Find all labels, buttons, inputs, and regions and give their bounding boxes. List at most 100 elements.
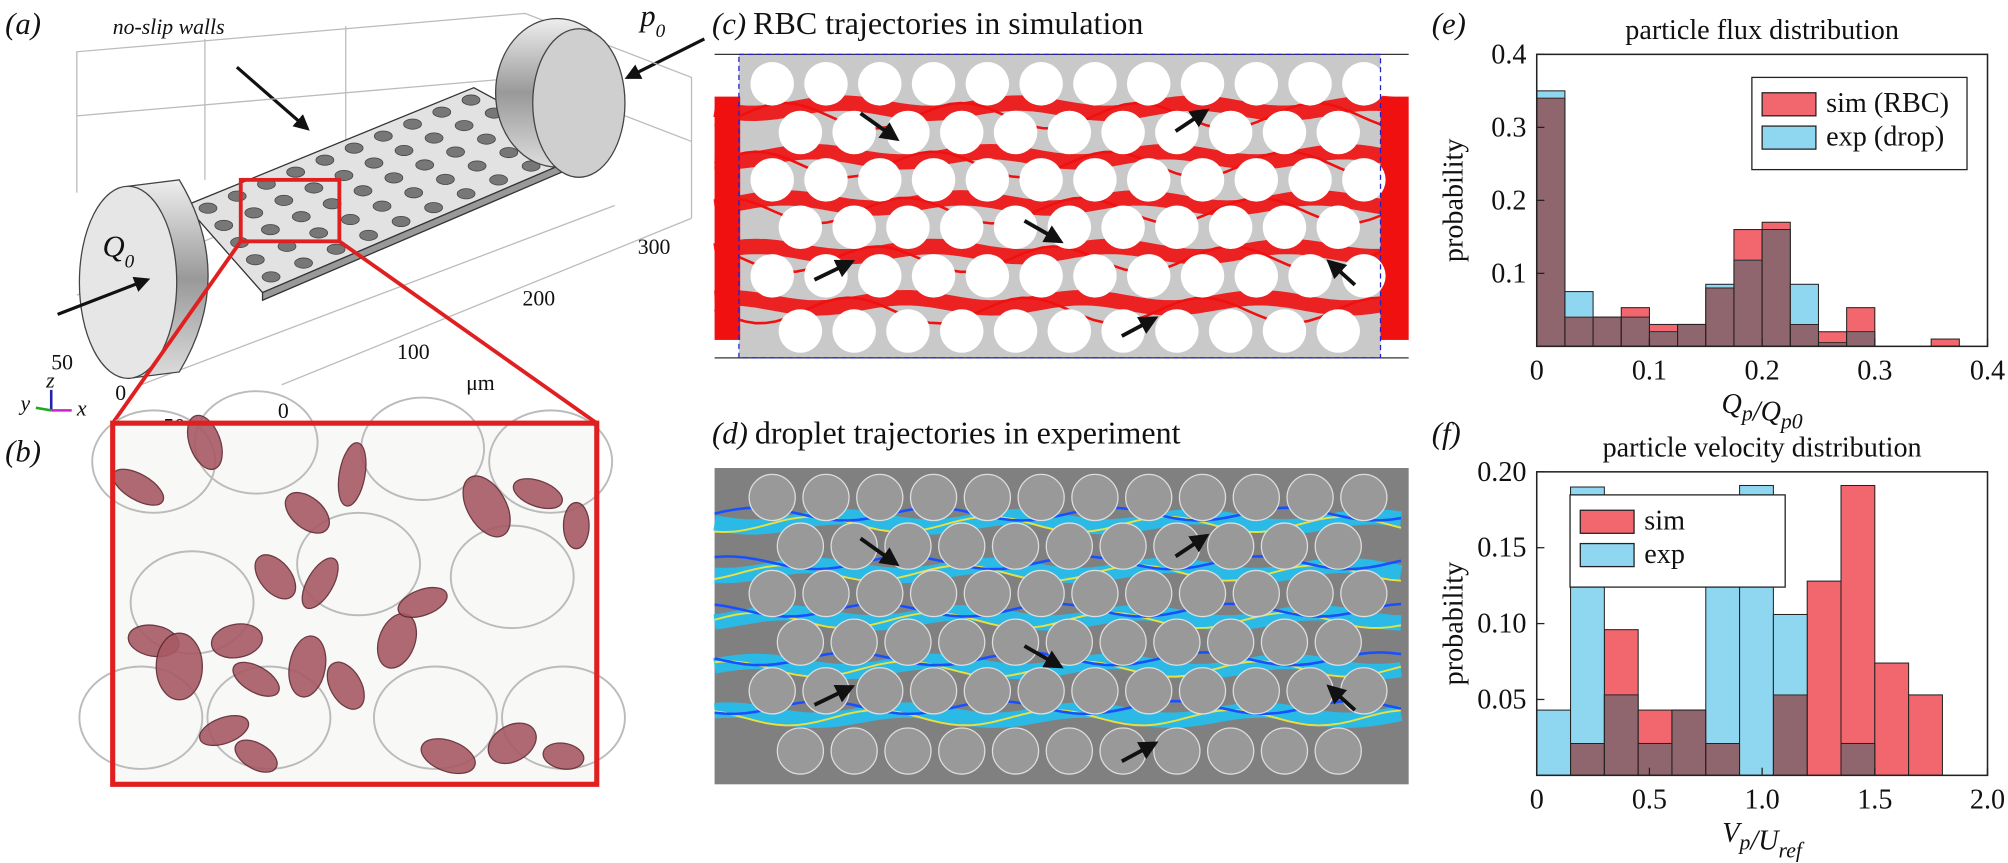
post: [993, 110, 1038, 155]
post: [1019, 254, 1063, 298]
post: [1180, 62, 1225, 106]
annotation: Q0: [102, 230, 134, 272]
hole: [477, 133, 496, 145]
panel-b: (b): [5, 390, 626, 787]
hole: [326, 243, 346, 255]
axis-tick: 50: [51, 350, 73, 374]
post: [776, 522, 825, 570]
post: [1045, 727, 1094, 775]
legend-label: exp: [1644, 539, 1685, 570]
axis-tick: 300: [638, 235, 671, 259]
arrow: [813, 685, 856, 707]
cell: [337, 442, 367, 507]
post: [1262, 205, 1307, 250]
post: [1047, 205, 1092, 250]
axis-tick: 200: [522, 286, 555, 310]
zoom-box: [238, 177, 342, 244]
hole: [227, 190, 247, 202]
hole: [403, 118, 422, 130]
bar: [1671, 709, 1707, 776]
post: [938, 618, 986, 666]
axes-frame: [1535, 53, 1989, 348]
legend-swatch: [1579, 509, 1635, 534]
inlet-face: [78, 185, 178, 379]
x-tick-label: 0.2: [1745, 356, 1780, 387]
cell: [462, 475, 511, 538]
post: [939, 110, 984, 155]
bar: [1846, 331, 1876, 347]
post: [1288, 158, 1332, 202]
hole: [391, 215, 411, 227]
annotation: p0: [638, 0, 665, 42]
bar: [1592, 316, 1622, 347]
bar: [1840, 484, 1876, 776]
grid-line: [140, 204, 615, 386]
trajectory: [714, 143, 1403, 170]
y-tick-label: 0.4: [1491, 39, 1526, 70]
post: [1342, 62, 1386, 106]
cell: [199, 714, 250, 747]
hole: [353, 185, 373, 197]
post: [993, 205, 1038, 250]
post: [1316, 309, 1361, 353]
post: [1125, 667, 1173, 715]
label-subscript: p: [1738, 831, 1751, 855]
hole: [274, 194, 294, 206]
y-tick-label: 0.20: [1477, 457, 1526, 488]
post: [1045, 618, 1094, 666]
post: [778, 205, 823, 250]
zoom-frame: [110, 420, 600, 787]
post: [1071, 473, 1119, 522]
cell: [326, 661, 365, 710]
hole: [454, 120, 474, 132]
legend-swatch: [1761, 125, 1817, 150]
cell: [232, 661, 280, 697]
annotation: no-slip walls: [113, 15, 225, 39]
post: [296, 511, 422, 617]
hole: [261, 271, 281, 283]
post: [1316, 110, 1361, 155]
post: [909, 569, 958, 618]
post: [909, 473, 958, 522]
post: [911, 254, 956, 298]
post: [1017, 473, 1065, 522]
y-axis-label: probability: [1438, 139, 1469, 263]
hole: [446, 146, 465, 158]
cell: [420, 738, 476, 775]
post: [1314, 522, 1362, 570]
post: [1101, 309, 1145, 353]
panel-label: (d): [712, 417, 748, 451]
bar: [1603, 694, 1639, 776]
hole: [304, 182, 324, 194]
triad-label: z: [45, 368, 55, 392]
y-tick-label: 0.10: [1477, 609, 1526, 640]
post: [1234, 62, 1279, 106]
post: [909, 667, 958, 715]
chart: particle velocity distribution probabilit…: [1438, 432, 2005, 862]
post: [1286, 569, 1334, 618]
arrow: [1120, 316, 1159, 338]
cell: [254, 554, 297, 600]
post: [963, 569, 1012, 618]
post: [1153, 727, 1201, 775]
x-tick-label: 1.5: [1857, 785, 1892, 816]
hole: [198, 202, 218, 214]
post: [1314, 618, 1362, 666]
hole: [456, 188, 476, 200]
post: [748, 569, 796, 618]
post: [1045, 522, 1094, 570]
post: [886, 110, 930, 155]
arrow: [1326, 684, 1357, 712]
arrow: [859, 536, 900, 567]
post: [1232, 473, 1280, 522]
bar: [1772, 613, 1808, 776]
panel-label: (a): [5, 7, 41, 41]
post: [1073, 62, 1117, 106]
y-tick-label: 0.3: [1491, 112, 1526, 143]
post: [1125, 569, 1173, 618]
post: [449, 524, 575, 630]
post: [1101, 205, 1145, 250]
hole: [467, 160, 487, 172]
post: [858, 254, 902, 298]
